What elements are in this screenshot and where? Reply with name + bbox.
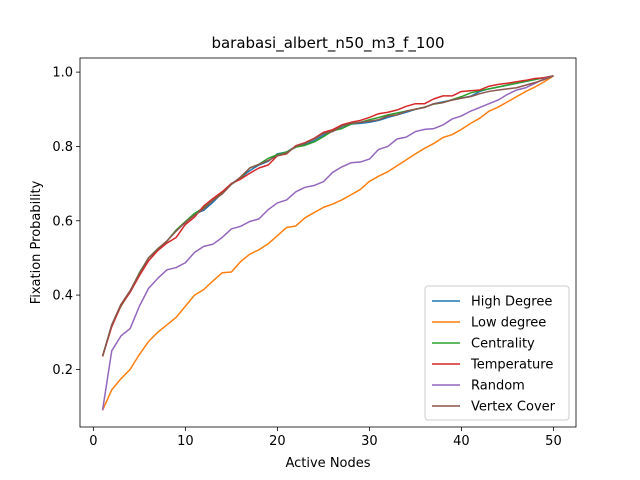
- x-tick-label: 50: [545, 434, 562, 449]
- series-line-low-degree: [101, 75, 554, 411]
- y-tick-label: 0.8: [52, 140, 73, 155]
- axes-frame: [79, 57, 577, 428]
- legend-box: [424, 285, 570, 421]
- y-axis: 0.2 0.4 0.6 0.8 1.0: [52, 66, 80, 378]
- y-tick-label: 0.2: [52, 363, 73, 378]
- y-tick-label: 1.0: [52, 66, 73, 81]
- chart-title: barabasi_albert_n50_m3_f_100: [211, 34, 444, 53]
- legend-label-low-degree: Low degree: [471, 316, 546, 331]
- series-line-vertex-cover: [101, 75, 554, 357]
- y-tick-label: 0.6: [52, 214, 73, 229]
- x-axis-label: Active Nodes: [285, 456, 370, 471]
- y-axis-label: Fixation Probability: [29, 180, 44, 304]
- series-line-centrality: [101, 75, 554, 357]
- series-layer: [101, 75, 554, 411]
- legend-label-temperature: Temperature: [470, 358, 553, 373]
- legend-label-random: Random: [471, 379, 525, 394]
- x-axis: 0 10 20 30 40 50: [89, 427, 562, 449]
- legend-label-high-degree: High Degree: [471, 295, 552, 310]
- x-tick-label: 40: [453, 434, 470, 449]
- legend-label-vertex-cover: Vertex Cover: [471, 400, 556, 415]
- x-tick-label: 0: [89, 434, 97, 449]
- y-tick-label: 0.4: [52, 289, 73, 304]
- series-line-temperature: [101, 75, 554, 357]
- legend: High Degree Low degree Centrality Temperatu…: [424, 285, 570, 421]
- legend-label-centrality: Centrality: [471, 337, 535, 352]
- series-line-random: [101, 75, 554, 411]
- x-tick-label: 30: [361, 434, 378, 449]
- x-tick-label: 10: [177, 434, 194, 449]
- x-tick-label: 20: [269, 434, 286, 449]
